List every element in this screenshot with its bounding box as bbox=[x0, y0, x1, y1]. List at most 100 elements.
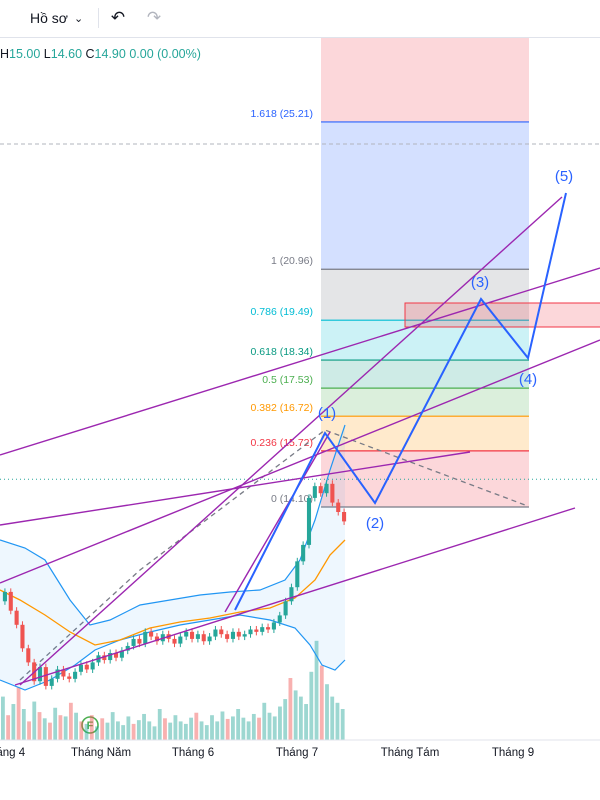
resistance-zone bbox=[404, 302, 600, 328]
volume-bar bbox=[314, 640, 319, 740]
channel-line-3 bbox=[14, 507, 576, 686]
volume-bar bbox=[100, 718, 105, 740]
toolbar-divider bbox=[98, 8, 99, 28]
time-axis-tick-0: Tháng 4 bbox=[0, 747, 26, 759]
volume-bar bbox=[37, 712, 42, 740]
volume-bar bbox=[246, 721, 251, 740]
volume-bar bbox=[6, 715, 11, 740]
ohlc-low-value: 14.60 bbox=[50, 47, 83, 61]
volume-bar bbox=[53, 707, 58, 740]
fib-level-label-6: 1 (20.96) bbox=[271, 255, 313, 267]
redo-icon[interactable]: ↷ bbox=[146, 8, 162, 27]
volume-bar bbox=[11, 704, 16, 740]
ohlc-high-label: H bbox=[0, 47, 10, 61]
elliott-wave-path bbox=[234, 192, 567, 611]
price-chart[interactable]: 0 (14.10)0.236 (15.72)0.382 (16.72)0.5 (… bbox=[0, 38, 600, 800]
candle-body bbox=[219, 629, 224, 635]
volume-bar bbox=[152, 726, 157, 740]
time-axis-tick-4: Tháng Tám bbox=[381, 747, 440, 759]
candle-body bbox=[213, 629, 218, 637]
candle-body bbox=[131, 638, 136, 646]
candle-body bbox=[108, 653, 113, 661]
candle-body bbox=[119, 650, 124, 658]
fib-extension-tool[interactable]: 0 (14.10)0.236 (15.72)0.382 (16.72)0.5 (… bbox=[251, 38, 529, 508]
volume-bar bbox=[178, 721, 183, 740]
candle-body bbox=[306, 497, 312, 545]
candle-body bbox=[20, 624, 25, 649]
undo-icon[interactable]: ↶ bbox=[110, 8, 126, 27]
time-axis-tick-1: Tháng Năm bbox=[71, 747, 131, 759]
profile-button[interactable]: Hồ sơ ⌄ bbox=[20, 6, 93, 30]
candle-body bbox=[137, 638, 142, 644]
volume-bar bbox=[319, 665, 324, 740]
candle-body bbox=[266, 627, 271, 630]
candle-body bbox=[78, 664, 83, 672]
volume-bar bbox=[126, 716, 131, 740]
volume-bar bbox=[131, 723, 136, 740]
candle-body bbox=[207, 636, 212, 642]
fib-level-label-5: 0.786 (19.49) bbox=[251, 306, 313, 318]
volume-bar bbox=[267, 712, 272, 740]
volume-bar bbox=[27, 721, 31, 740]
candle-body bbox=[90, 662, 95, 670]
volume-bar bbox=[330, 696, 335, 740]
volume-bar bbox=[215, 721, 220, 740]
volume-bar bbox=[168, 722, 173, 740]
volume-bar bbox=[1, 696, 5, 740]
volume-bar bbox=[183, 723, 188, 740]
candle-body bbox=[277, 615, 282, 623]
volume-bar bbox=[95, 726, 99, 740]
volume-bar bbox=[147, 721, 152, 740]
wave-label-3: (3) bbox=[471, 274, 489, 291]
volume-bar bbox=[79, 721, 84, 740]
candle-body bbox=[312, 486, 317, 498]
candle-body bbox=[283, 601, 288, 616]
candle-body bbox=[178, 636, 183, 644]
candle-body bbox=[55, 669, 60, 679]
volume-bar bbox=[278, 706, 282, 740]
volume-bar bbox=[251, 713, 256, 740]
chart-drawings: F bbox=[0, 143, 600, 734]
volume-bar bbox=[110, 712, 115, 740]
ohlc-low-label: L bbox=[43, 47, 51, 61]
volume-bar bbox=[58, 715, 63, 740]
volume-bar bbox=[325, 684, 329, 740]
candle-body bbox=[295, 561, 300, 588]
volume-bar bbox=[163, 718, 167, 740]
wave-label-5: (5) bbox=[555, 168, 573, 185]
volume-bar bbox=[236, 709, 241, 740]
fib-trend-dashed-line bbox=[19, 429, 526, 681]
fib-zone-3 bbox=[321, 360, 529, 389]
candle-body bbox=[230, 631, 236, 639]
candle-body bbox=[324, 483, 329, 494]
candle-body bbox=[67, 676, 72, 679]
volume-bar bbox=[105, 722, 110, 740]
volume-bar bbox=[48, 722, 52, 740]
volume-bar bbox=[298, 696, 303, 740]
volume-bar bbox=[225, 718, 230, 740]
volume-bar bbox=[116, 721, 120, 740]
volume-bar bbox=[288, 678, 293, 740]
volume-bar bbox=[257, 717, 261, 740]
volume-bar bbox=[74, 712, 79, 740]
volume-bar bbox=[121, 725, 126, 740]
candle-body bbox=[113, 653, 119, 658]
fib-zone-above bbox=[321, 38, 529, 122]
volume-bar bbox=[194, 712, 199, 740]
profile-label: Hồ sơ bbox=[30, 10, 68, 26]
volume-bar bbox=[89, 715, 94, 740]
volume-bars bbox=[1, 640, 345, 740]
fib-level-label-1: 0.236 (15.72) bbox=[251, 437, 313, 449]
bollinger-bands bbox=[0, 424, 346, 691]
candle-body bbox=[2, 591, 7, 602]
elliott-wave-projection[interactable]: (1) (2) (3) (4) (5) bbox=[234, 168, 573, 611]
channel-line-5 bbox=[224, 431, 331, 613]
fib-level-label-3: 0.5 (17.53) bbox=[262, 374, 313, 386]
candle-body bbox=[149, 631, 154, 637]
volume-bar bbox=[241, 717, 246, 740]
chevron-down-icon: ⌄ bbox=[73, 12, 84, 25]
trend-channel-lines[interactable] bbox=[0, 196, 600, 686]
wave-label-1: (1) bbox=[318, 405, 336, 422]
time-axis-tick-5: Tháng 9 bbox=[492, 747, 534, 759]
fib-level-label-4: 0.618 (18.34) bbox=[251, 346, 313, 358]
